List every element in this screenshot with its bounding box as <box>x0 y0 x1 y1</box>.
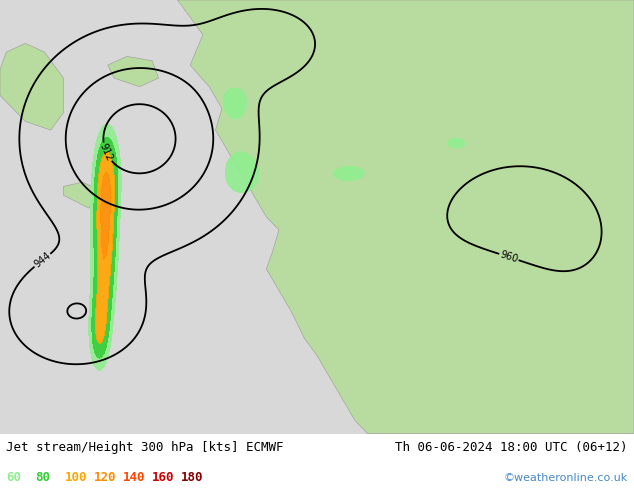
Text: 140: 140 <box>123 471 145 484</box>
Polygon shape <box>63 182 101 208</box>
Text: 960: 960 <box>498 249 519 265</box>
Polygon shape <box>108 56 158 87</box>
Polygon shape <box>178 0 634 434</box>
Text: 80: 80 <box>36 471 51 484</box>
Text: ©weatheronline.co.uk: ©weatheronline.co.uk <box>503 472 628 483</box>
Polygon shape <box>0 44 63 130</box>
Text: Th 06-06-2024 18:00 UTC (06+12): Th 06-06-2024 18:00 UTC (06+12) <box>395 441 628 454</box>
Text: 180: 180 <box>181 471 204 484</box>
Text: 60: 60 <box>6 471 22 484</box>
Text: 912: 912 <box>98 142 115 163</box>
Text: Jet stream/Height 300 hPa [kts] ECMWF: Jet stream/Height 300 hPa [kts] ECMWF <box>6 441 284 454</box>
Text: 944: 944 <box>32 250 53 270</box>
Text: 100: 100 <box>65 471 87 484</box>
Text: 160: 160 <box>152 471 174 484</box>
Text: 120: 120 <box>94 471 116 484</box>
